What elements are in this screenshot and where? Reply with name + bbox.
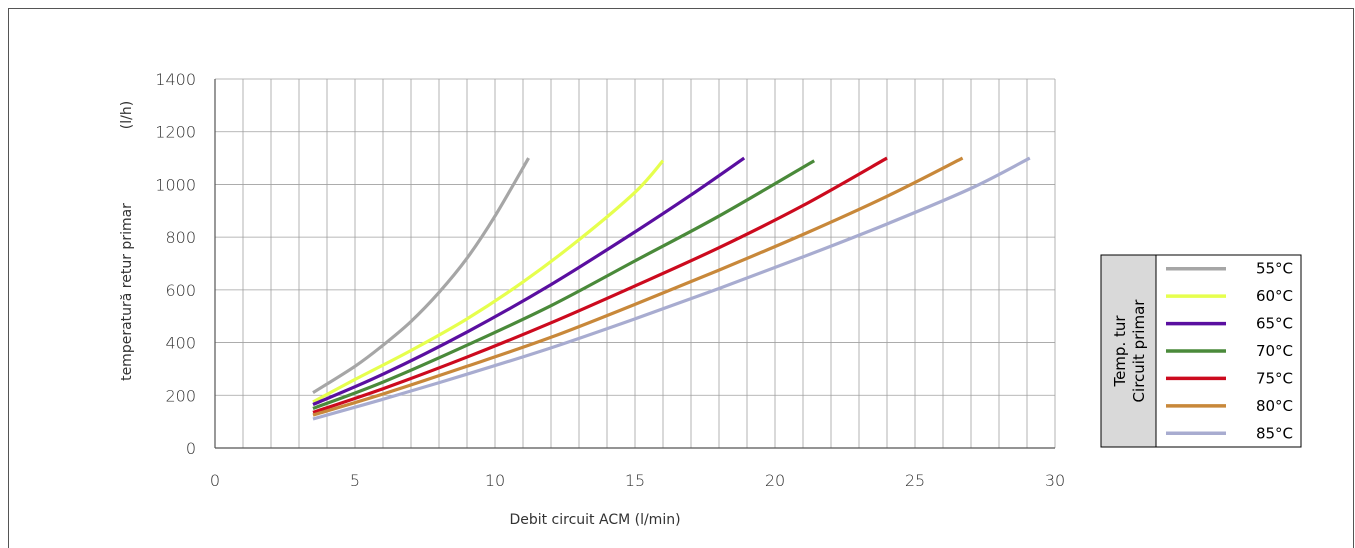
y-tick-label: 1400 xyxy=(155,70,196,89)
y-tick-label: 0 xyxy=(186,439,196,458)
x-axis-label: Debit circuit ACM (l/min) xyxy=(509,512,680,528)
x-tick-label: 25 xyxy=(905,471,925,490)
series-line xyxy=(312,159,665,404)
legend-title-line-2: Circuit primar xyxy=(1130,299,1148,403)
y-tick-label: 600 xyxy=(165,281,196,300)
chart-frame xyxy=(8,8,1354,548)
legend: Temp. tur Circuit primar 55°C 60°C 65°C 70°… xyxy=(1100,254,1302,448)
y-axis: 0 200 400 600 800 1000 1200 1400 xyxy=(155,70,196,458)
series-line xyxy=(312,156,964,417)
legend-title-line-1: Temp. tur xyxy=(1111,315,1129,388)
legend-items: 55°C 60°C 65°C 70°C 75°C 80°C 85°C xyxy=(1166,260,1293,442)
series-line xyxy=(312,156,888,414)
y-tick-label: 1000 xyxy=(155,175,196,194)
series-line xyxy=(312,159,816,410)
x-tick-label: 15 xyxy=(625,471,645,490)
series-lines xyxy=(312,156,1031,421)
legend-label: 85°C xyxy=(1256,424,1293,442)
legend-label: 60°C xyxy=(1256,287,1293,305)
legend-label: 55°C xyxy=(1256,260,1293,278)
legend-title-background xyxy=(1101,255,1156,447)
series-line xyxy=(312,157,530,395)
y-tick-label: 400 xyxy=(165,334,196,353)
x-axis: 0 5 10 15 20 25 30 xyxy=(210,471,1065,490)
grid xyxy=(214,78,1056,449)
series-line xyxy=(312,156,1031,421)
y-axis-label: temperatură retur primar xyxy=(119,203,135,381)
x-tick-label: 10 xyxy=(485,471,505,490)
x-tick-label: 5 xyxy=(350,471,360,490)
y-tick-label: 200 xyxy=(165,386,196,405)
y-tick-label: 800 xyxy=(165,228,196,247)
x-tick-label: 30 xyxy=(1045,471,1065,490)
y-tick-label: 1200 xyxy=(155,123,196,142)
legend-label: 70°C xyxy=(1256,342,1293,360)
line-chart: 0 5 10 15 20 25 30 0 200 400 600 800 1000 1200 1400 D… xyxy=(119,70,1302,528)
series-line xyxy=(312,156,746,406)
x-tick-label: 0 xyxy=(210,471,220,490)
x-tick-label: 20 xyxy=(765,471,785,490)
legend-label: 80°C xyxy=(1256,397,1293,415)
y-axis-unit: (l/h) xyxy=(119,101,135,129)
legend-label: 75°C xyxy=(1256,369,1293,387)
legend-label: 65°C xyxy=(1256,315,1293,333)
